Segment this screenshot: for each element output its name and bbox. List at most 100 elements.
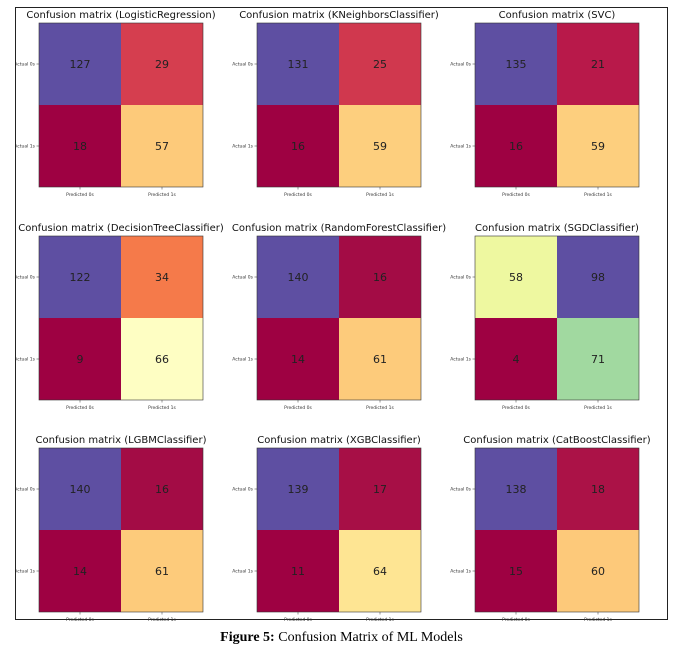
x-tick-label: Predicted 1s [584,617,612,621]
matrix-cell [475,236,557,318]
x-tick-label: Predicted 0s [66,617,94,621]
cell-value: 21 [591,58,605,71]
cell-value: 17 [373,483,387,496]
matrix-cell [339,530,421,612]
confusion-matrix-panel: Confusion matrix (RandomForestClassifier… [232,223,446,411]
matrix-cell [257,448,339,530]
matrix-cell [339,105,421,187]
x-tick-label: Predicted 0s [66,405,94,411]
matrix-cell [257,105,339,187]
matrix-cell [257,236,339,318]
y-tick-label: Actual 1s [232,144,253,150]
cell-value: 9 [77,353,84,366]
matrix-cell [557,318,639,400]
cell-value: 71 [591,353,605,366]
matrix-border [38,235,204,401]
cell-value: 16 [509,140,523,153]
cell-value: 25 [373,58,387,71]
figure-frame: Confusion matrix (LogisticRegression) 127… [15,7,668,621]
x-tick-label: Predicted 0s [502,617,530,621]
cell-value: 15 [509,565,523,578]
x-tick-label: Predicted 1s [148,405,176,411]
matrix-cell [475,105,557,187]
x-tick-label: Predicted 1s [366,405,394,411]
cell-value: 139 [288,483,309,496]
figure-caption-label: Figure 5: [220,630,275,645]
matrix-cell [257,23,339,105]
matrix-cell [121,236,203,318]
matrix-cell [557,105,639,187]
cell-value: 98 [591,271,605,284]
cell-value: 127 [70,58,91,71]
cell-value: 18 [591,483,605,496]
cell-value: 138 [506,483,527,496]
matrix-cell [475,318,557,400]
matrix-border [38,22,204,188]
y-tick-label: Actual 0s [450,487,471,493]
matrix-cell [39,236,121,318]
matrix-cell [475,448,557,530]
confusion-matrix-panel: Confusion matrix (LGBMClassifier) 140 16 14… [16,435,207,621]
y-tick-label: Actual 0s [16,275,36,281]
matrix-cell [39,105,121,187]
cell-value: 16 [291,140,305,153]
x-tick-label: Predicted 0s [502,405,530,411]
matrix-border [256,235,422,401]
matrix-cell [121,318,203,400]
confusion-matrix-panel: Confusion matrix (KNeighborsClassifier) 1… [232,10,439,198]
matrix-cell [339,318,421,400]
matrix-cell [557,530,639,612]
x-tick-label: Predicted 0s [284,192,312,198]
y-tick-label: Actual 0s [450,275,471,281]
x-tick-label: Predicted 1s [584,192,612,198]
matrix-border [256,447,422,613]
cell-value: 59 [591,140,605,153]
panel-title: Confusion matrix (RandomForestClassifier… [232,223,446,234]
matrix-cell [339,236,421,318]
matrix-cell [257,318,339,400]
matrix-cell [39,23,121,105]
matrix-cell [39,318,121,400]
figure-caption-text: Confusion Matrix of ML Models [274,630,463,645]
cell-value: 122 [70,271,91,284]
panel-title: Confusion matrix (SVC) [499,10,616,21]
panel-title: Confusion matrix (XGBClassifier) [257,435,421,446]
matrix-cell [557,236,639,318]
x-tick-label: Predicted 1s [584,405,612,411]
matrix-cell [339,23,421,105]
figure-caption: Figure 5: Confusion Matrix of ML Models [0,630,683,646]
cell-value: 11 [291,565,305,578]
x-tick-label: Predicted 1s [148,192,176,198]
y-tick-label: Actual 0s [232,275,253,281]
matrix-border [474,22,640,188]
matrix-cell [475,23,557,105]
confusion-matrix-panel: Confusion matrix (SGDClassifier) 58 98 4 71 A… [450,223,640,411]
confusion-matrix-panel: Confusion matrix (DecisionTreeClassifier… [16,223,224,411]
x-tick-label: Predicted 0s [66,192,94,198]
x-tick-label: Predicted 0s [284,405,312,411]
confusion-matrix-panel: Confusion matrix (CatBoostClassifier) 138… [450,435,651,621]
x-tick-label: Predicted 0s [502,192,530,198]
cell-value: 61 [373,353,387,366]
confusion-matrix-panel: Confusion matrix (SVC) 135 21 16 59 Actual 0s… [450,10,640,198]
matrix-border [256,22,422,188]
matrix-cell [121,105,203,187]
y-tick-label: Actual 1s [450,144,471,150]
x-tick-label: Predicted 1s [148,617,176,621]
y-tick-label: Actual 0s [232,487,253,493]
cell-value: 16 [155,483,169,496]
cell-value: 140 [288,271,309,284]
panel-title: Confusion matrix (CatBoostClassifier) [463,435,651,446]
matrix-border [474,235,640,401]
cell-value: 135 [506,58,527,71]
matrix-cell [121,448,203,530]
panel-title: Confusion matrix (DecisionTreeClassifier… [18,223,224,234]
confusion-matrix-panel: Confusion matrix (XGBClassifier) 139 17 11 6… [232,435,422,621]
cell-value: 14 [291,353,305,366]
x-tick-label: Predicted 1s [366,192,394,198]
cell-value: 131 [288,58,309,71]
y-tick-label: Actual 0s [450,62,471,68]
cell-value: 16 [373,271,387,284]
matrix-cell [339,448,421,530]
cell-value: 18 [73,140,87,153]
